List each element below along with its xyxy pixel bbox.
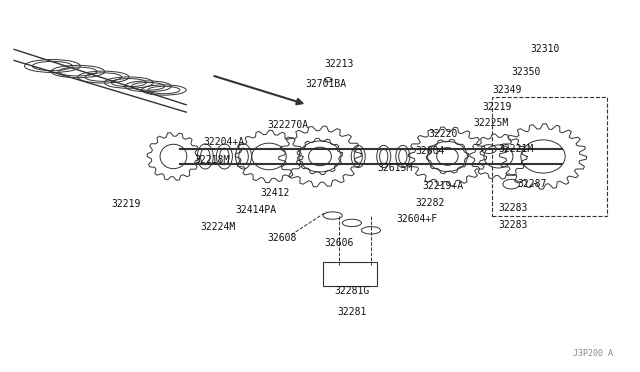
- Text: 32219: 32219: [483, 102, 512, 112]
- Text: 32213: 32213: [324, 59, 354, 69]
- Text: 32219+A: 32219+A: [422, 181, 463, 191]
- Text: 322270A: 322270A: [268, 120, 308, 130]
- Text: 32283: 32283: [499, 203, 528, 213]
- Text: 32604: 32604: [415, 146, 445, 156]
- Text: 32224M: 32224M: [200, 222, 236, 232]
- Text: 32281: 32281: [337, 307, 367, 317]
- Text: 32281G: 32281G: [334, 286, 369, 296]
- Bar: [492, 97, 607, 215]
- Text: 32350: 32350: [511, 67, 541, 77]
- Text: 32220: 32220: [428, 129, 458, 139]
- Text: 32287: 32287: [518, 179, 547, 189]
- Text: 32414PA: 32414PA: [236, 205, 277, 215]
- Text: 32282: 32282: [415, 198, 445, 208]
- Text: 32604+F: 32604+F: [396, 214, 438, 224]
- Text: 32219: 32219: [111, 199, 140, 209]
- Text: 32615M: 32615M: [378, 163, 413, 173]
- Text: 32349: 32349: [492, 85, 522, 95]
- Text: 32204+A: 32204+A: [204, 137, 245, 147]
- Text: J3P200 A: J3P200 A: [573, 350, 613, 359]
- Text: 32310: 32310: [531, 44, 559, 54]
- Text: 32701BA: 32701BA: [306, 80, 347, 89]
- Text: 32218M: 32218M: [194, 155, 229, 165]
- Text: 32225M: 32225M: [473, 118, 508, 128]
- Text: 32221M: 32221M: [499, 144, 534, 154]
- Text: 32283: 32283: [499, 220, 528, 230]
- Text: 32412: 32412: [260, 188, 290, 198]
- Text: 32606: 32606: [324, 238, 354, 248]
- Text: 32608: 32608: [267, 233, 296, 243]
